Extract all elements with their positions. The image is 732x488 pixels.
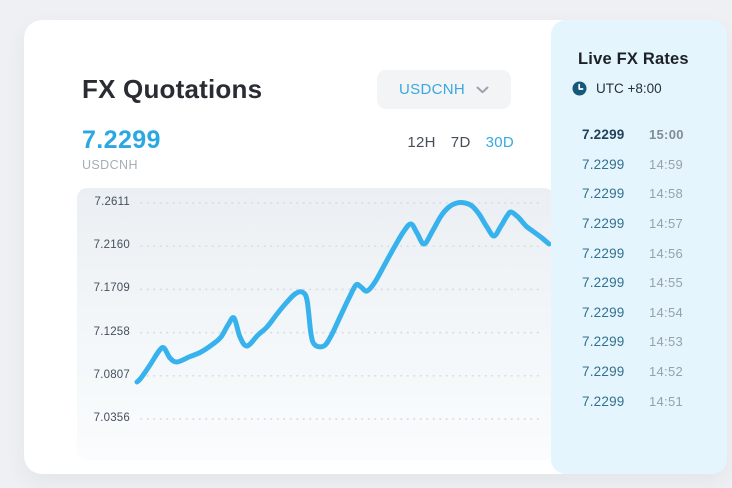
range-tab-30d[interactable]: 30D [485, 134, 514, 151]
range-tab-7d[interactable]: 7D [450, 134, 471, 151]
rate-row: 7.2299 14:55 [551, 268, 727, 298]
rate-time: 14:58 [649, 186, 684, 202]
rate-row: 7.2299 14:56 [551, 238, 727, 268]
rate-value: 7.2299 [582, 393, 625, 409]
timezone-row: UTC +8:00 [572, 81, 662, 96]
rate-value: 7.2299 [582, 186, 625, 202]
pair-selector-value: USDCNH [399, 81, 465, 98]
chevron-down-icon [476, 86, 489, 94]
rate-value: 7.2299 [582, 364, 625, 380]
rate-value: 7.2299 [582, 216, 625, 232]
price-line-series [134, 200, 552, 385]
rate-row: 7.2299 14:54 [551, 298, 727, 328]
timezone-label: UTC +8:00 [596, 81, 662, 96]
rate-value: 7.2299 [582, 156, 625, 172]
y-axis-tick-label: 7.2160 [93, 239, 130, 252]
rate-row: 7.2299 14:57 [551, 209, 727, 239]
page-title: FX Quotations [82, 74, 263, 104]
quote-price: 7.2299 [82, 126, 161, 154]
rate-row: 7.2299 14:59 [551, 150, 727, 180]
pair-selector-dropdown[interactable]: USDCNH [377, 70, 511, 109]
rate-row: 7.2299 15:00 [551, 120, 727, 150]
y-axis-tick-label: 7.0356 [93, 412, 130, 424]
rate-row: 7.2299 14:52 [551, 357, 727, 387]
rate-time: 14:52 [649, 364, 684, 380]
fx-line-chart: 7.2611 7.2160 7.1709 7.1258 7.0807 7.0356 [77, 188, 554, 460]
current-quote: 7.2299 USDCNH [82, 126, 161, 172]
rate-value: 7.2299 [582, 127, 625, 143]
range-tabs: 12H 7D 30D [384, 134, 514, 151]
live-fx-rates-panel: Live FX Rates UTC +8:00 7.2299 15:00 7.229… [551, 20, 727, 474]
rate-time: 14:53 [649, 334, 684, 350]
y-axis-tick-label: 7.2611 [94, 196, 130, 208]
rate-time: 14:51 [649, 393, 684, 409]
rate-time: 14:54 [649, 304, 684, 320]
rates-list: 7.2299 15:00 7.2299 14:59 7.2299 14:58 7.2299 1… [551, 120, 727, 416]
quote-pair-label: USDCNH [82, 158, 138, 172]
rate-value: 7.2299 [582, 334, 625, 350]
rate-value: 7.2299 [582, 245, 625, 261]
chart-canvas [134, 200, 552, 420]
y-axis-tick-label: 7.0807 [93, 368, 130, 381]
panel-title: Live FX Rates [578, 50, 689, 68]
rate-time: 14:59 [649, 156, 684, 172]
range-tab-12h[interactable]: 12H [407, 134, 436, 151]
rate-time: 15:00 [649, 127, 684, 143]
y-axis-tick-label: 7.1258 [93, 325, 130, 338]
rate-time: 14:56 [649, 245, 684, 261]
rate-time: 14:57 [649, 216, 684, 232]
clock-icon [572, 81, 587, 96]
rate-value: 7.2299 [582, 275, 625, 291]
rate-time: 14:55 [649, 275, 684, 291]
y-axis-tick-label: 7.1709 [93, 282, 130, 295]
rate-row: 7.2299 14:58 [551, 179, 727, 209]
rate-row: 7.2299 14:51 [551, 386, 727, 416]
rate-row: 7.2299 14:53 [551, 327, 727, 357]
rate-value: 7.2299 [582, 304, 625, 320]
